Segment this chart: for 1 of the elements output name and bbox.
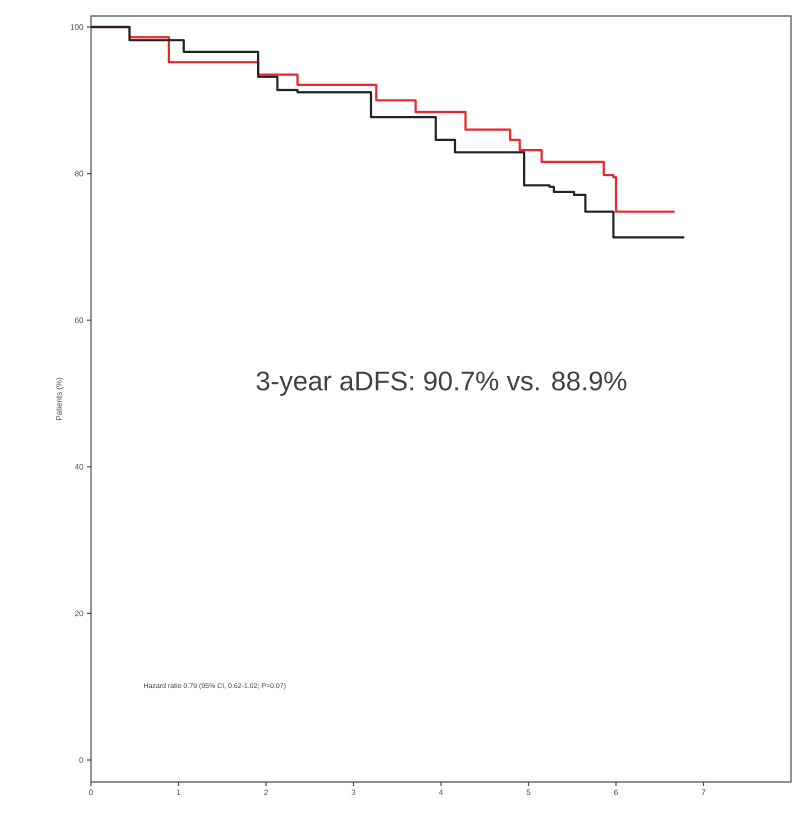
annotation: 3-year aDFS: 90.7% vs. 88.9% <box>256 371 626 396</box>
